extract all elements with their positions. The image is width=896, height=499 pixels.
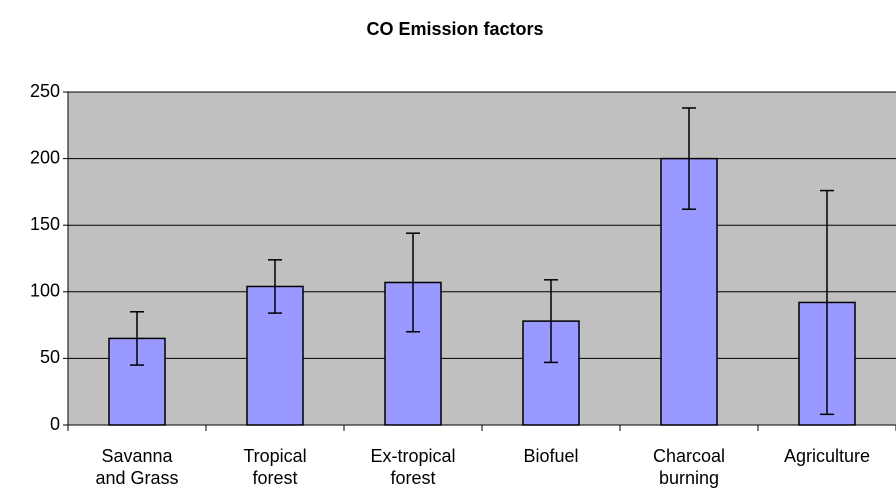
y-tick-label: 250 [30,81,60,101]
error-bar [820,189,834,416]
x-tick-label: Charcoal burning [652,446,726,488]
chart-title: CO Emission factors [366,19,543,39]
y-tick-label: 0 [50,414,60,434]
y-tick-label: 100 [30,281,60,301]
plot-area [68,92,896,425]
x-tick-label: Tropical forest [243,446,307,488]
y-tick-label: 200 [30,147,60,167]
y-tick-label: 50 [40,347,60,367]
error-bar [130,311,144,366]
error-bar [682,107,696,210]
y-tick-label: 150 [30,214,60,234]
x-tick-label: Biofuel [523,446,579,466]
error-bar [268,259,282,314]
error-bar [544,279,558,364]
x-tick-label: Savanna and Grass [95,446,179,488]
x-tick-label: Ex-tropical forest [370,446,456,488]
error-bar [406,232,420,333]
x-tick-label: Agriculture [783,446,871,466]
bar [384,281,442,426]
